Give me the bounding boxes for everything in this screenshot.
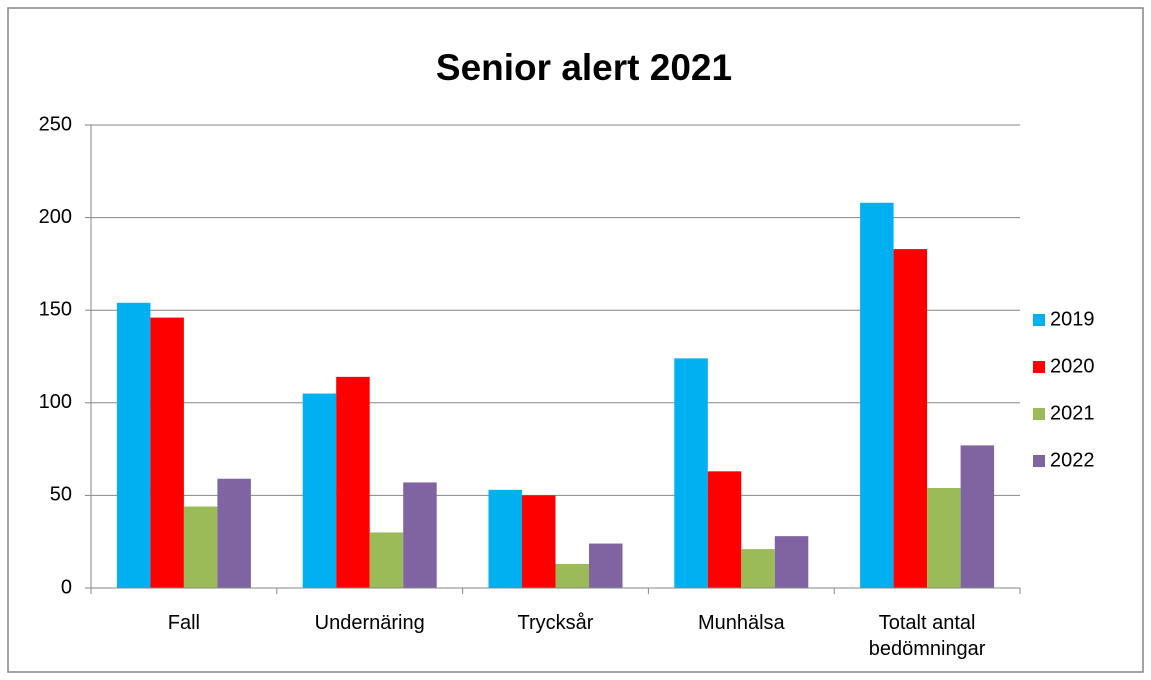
bar: [893, 249, 928, 589]
y-tick-label: 50: [50, 484, 72, 506]
x-tick-label: Fall: [167, 612, 200, 634]
x-tick-label: Munhälsa: [697, 612, 785, 634]
y-tick-label: 200: [39, 206, 72, 228]
bar: [555, 563, 589, 588]
chart-title: Senior alert 2021: [436, 47, 732, 88]
y-tick-label: 150: [39, 298, 72, 320]
legend-label: 2021: [1050, 402, 1095, 424]
bar: [741, 549, 775, 588]
bar: [116, 302, 151, 588]
legend-label: 2019: [1050, 308, 1095, 330]
bar: [488, 489, 522, 588]
legend-swatch: [1033, 455, 1045, 467]
bar: [860, 202, 894, 588]
bar: [183, 506, 218, 588]
y-tick-label: 250: [39, 113, 72, 135]
bar: [707, 471, 742, 588]
legend-swatch: [1033, 314, 1045, 326]
legend-label: 2020: [1050, 355, 1095, 377]
bar: [927, 487, 961, 588]
bar: [522, 495, 556, 588]
y-tick-label: 100: [39, 391, 72, 413]
bar: [336, 376, 370, 588]
bar: [150, 317, 184, 588]
bar: [774, 536, 809, 588]
bar: [674, 358, 708, 588]
bar: [369, 532, 404, 588]
legend-swatch: [1033, 408, 1045, 420]
x-tick-label: Totalt antal bedömningar: [868, 612, 986, 660]
x-tick-label: Undernäring: [314, 612, 425, 634]
bar: [960, 445, 995, 588]
bar: [589, 543, 623, 588]
bar: [217, 478, 251, 588]
legend-label: 2022: [1050, 449, 1095, 471]
x-tick-label: Trycksår: [517, 612, 594, 634]
bar: [302, 393, 337, 588]
bar: [403, 482, 437, 588]
y-tick-label: 0: [61, 576, 72, 598]
legend-swatch: [1033, 361, 1045, 373]
